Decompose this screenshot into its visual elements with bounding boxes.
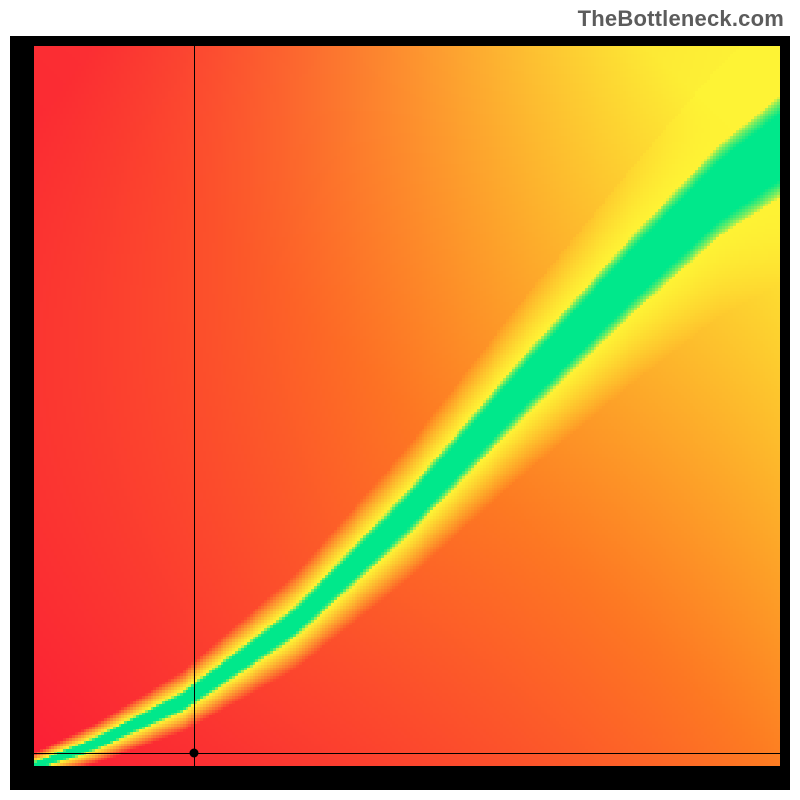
plot-frame	[10, 36, 790, 790]
y-axis-tick	[28, 50, 34, 51]
x-axis-tick	[776, 766, 777, 772]
chart-container: TheBottleneck.com	[0, 0, 800, 800]
plot-area	[34, 46, 780, 766]
attribution-text: TheBottleneck.com	[578, 6, 784, 32]
crosshair-vertical	[194, 46, 195, 766]
heatmap-canvas	[34, 46, 780, 766]
marker-dot	[190, 749, 199, 758]
crosshair-horizontal	[34, 753, 780, 754]
